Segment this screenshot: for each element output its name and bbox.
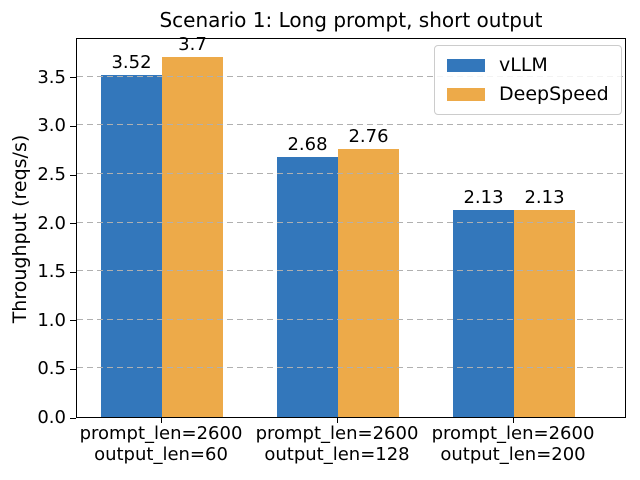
legend-entry-vllm: vLLM	[447, 54, 609, 77]
bar-value-label-vllm-group2: 2.68	[287, 133, 328, 155]
gridline-y-2.5	[77, 173, 625, 175]
chart-title: Scenario 1: Long prompt, short output	[159, 8, 543, 32]
legend-label-deepspeed: DeepSpeed	[499, 83, 609, 105]
bar-value-label-vllm-group1: 3.52	[111, 51, 152, 73]
y-tick-label-0.5: 0.5	[37, 358, 66, 380]
y-tick-label-1.0: 1.0	[37, 309, 66, 331]
y-tick-mark-0.5	[70, 368, 76, 370]
gridline-y-3	[77, 124, 625, 126]
y-tick-label-3.0: 3.0	[37, 115, 66, 137]
gridline-y-2	[77, 221, 625, 223]
y-tick-mark-1.0	[70, 320, 76, 322]
bar-value-label-vllm-group3: 2.13	[463, 187, 504, 208]
bar-deepspeed-group1	[162, 57, 223, 417]
bar-vllm-group1	[101, 74, 162, 417]
bar-deepspeed-group2	[338, 148, 399, 417]
y-tick-label-0.0: 0.0	[37, 407, 66, 428]
bar-value-label-deepspeed-group3: 2.13	[524, 187, 565, 208]
y-tick-label-2.0: 2.0	[37, 212, 66, 234]
bar-value-label-deepspeed-group1: 3.7	[178, 34, 207, 56]
legend-entry-deepspeed: DeepSpeed	[447, 83, 609, 106]
y-tick-label-2.5: 2.5	[37, 164, 66, 186]
x-tick-label-group1: prompt_len=2600 output_len=60	[79, 423, 243, 465]
gridline-y-1	[77, 318, 625, 320]
bar-value-label-deepspeed-group2: 2.76	[348, 125, 389, 147]
y-tick-label-1.5: 1.5	[37, 261, 66, 283]
gridline-y-1.5	[77, 270, 625, 272]
y-tick-mark-2.0	[70, 223, 76, 225]
legend: vLLM DeepSpeed	[434, 45, 622, 115]
bar-vllm-group3	[453, 210, 514, 417]
x-tick-mark-group1	[160, 418, 162, 423]
x-tick-mark-group2	[336, 418, 338, 423]
legend-swatch-deepspeed-icon	[447, 88, 485, 101]
y-tick-mark-2.5	[70, 174, 76, 176]
gridline-y-3.5	[77, 75, 625, 77]
x-tick-mark-group3	[512, 418, 514, 423]
x-tick-label-group2: prompt_len=2600 output_len=128	[255, 423, 419, 465]
y-tick-mark-3.0	[70, 125, 76, 127]
gridline-y-0.5	[77, 367, 625, 369]
y-tick-label-3.5: 3.5	[37, 66, 66, 88]
y-tick-mark-3.5	[70, 77, 76, 79]
y-tick-mark-0.0	[70, 417, 76, 419]
x-tick-label-group3: prompt_len=2600 output_len=200	[431, 423, 595, 465]
y-tick-mark-1.5	[70, 271, 76, 273]
bar-deepspeed-group3	[514, 210, 575, 417]
legend-label-vllm: vLLM	[499, 54, 548, 76]
bar-vllm-group2	[277, 156, 338, 417]
legend-swatch-vllm-icon	[447, 59, 485, 72]
